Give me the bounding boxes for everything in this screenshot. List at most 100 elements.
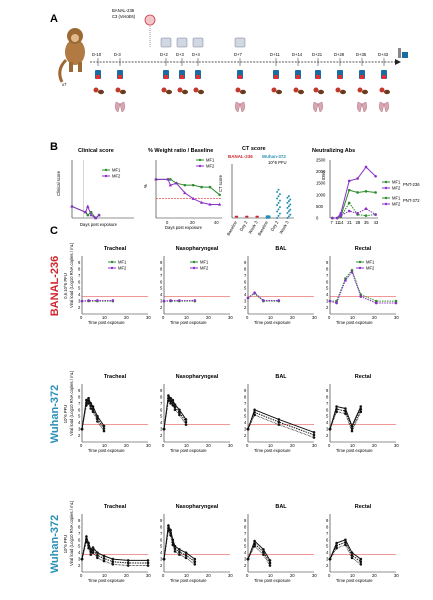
y-tick-label: 5 [78,414,81,419]
data-point [169,531,172,534]
data-point [171,398,175,402]
data-point [111,299,115,302]
panel-tracheal: Tracheal 0 10 20 30 23 45 67 89 Time post exposur… [78,504,151,583]
x-axis-label: Time post exposure [170,448,207,453]
legend-marker [384,180,388,184]
lung-icon [379,101,389,113]
ct-subtitle: Wuhan-372 [262,154,286,159]
x-tick-label: 30 [394,443,399,448]
data-point [169,299,172,302]
x-tick-label: 10 [350,573,355,578]
series-line [163,299,195,302]
ct-point [276,197,279,200]
legend-label: MF1 [112,168,121,173]
legend-marker [104,174,108,178]
y-tick-label: 3 [160,427,163,432]
panel-title: Nasopharyngeal [176,504,219,510]
ct-scanner-icon [160,37,172,48]
y-tick-label: 9 [78,388,81,393]
y-tick-label: 8 [326,524,329,529]
timeline-day-label: D+43 [378,52,389,57]
data-point [184,551,188,554]
series-line [81,299,113,302]
blood-sample-icon [118,75,122,79]
y-axis-label: Viral load (Log10 RNA copies / mL) [69,500,74,566]
data-point [350,427,354,430]
x-axis-label: Time post exposure [170,320,207,325]
data-point [174,181,179,185]
data-point [350,429,354,433]
data-point [96,299,99,302]
data-point [394,301,398,305]
y-tick-label: 9 [326,518,329,523]
y-tick-label: 7 [78,531,81,536]
ct-point [276,190,279,193]
x-tick-label: 10 [102,315,107,320]
y-tick-label: 9 [160,518,163,523]
ct-scanner-icon [234,37,246,48]
panel-title: Tracheal [104,374,127,380]
data-point [162,299,166,303]
data-point [111,557,115,561]
data-point [167,399,170,403]
data-point [262,553,265,556]
y-tick-label: 4 [78,550,81,555]
row-label-dose: 0,6.10^6 PFU [63,273,68,298]
x-tick-label: 30 [146,573,151,578]
ct-point [278,206,281,209]
y-tick-label: 5 [326,286,329,291]
y-tick-label: 6 [326,407,329,412]
y-tick-label: 6 [244,537,247,542]
data-point [217,202,222,206]
y-tick-label: 2 [326,305,329,310]
x-axis-label: Time post exposure [88,578,125,583]
x-tick-label: 10 [102,573,107,578]
data-point [335,301,338,305]
y-tick-label: 2 [160,433,163,438]
data-point [335,216,339,220]
data-point [253,411,256,414]
data-point [344,538,347,542]
series-line [247,540,271,561]
blood-sample-icon [296,75,300,79]
y-tick-label: 4 [326,550,329,555]
y-tick-label: 2500 [316,158,326,163]
x-tick-label: 0 [162,315,165,320]
data-point [146,564,150,567]
data-point [344,279,347,282]
data-point [178,413,181,417]
swab-icon [313,87,319,93]
x-tick-label: 30 [228,315,233,320]
ct-point [246,215,249,218]
data-point [173,547,177,551]
y-tick-label: 3 [244,427,247,432]
x-tick-label: 30 [146,443,151,448]
x-tick-label: 20 [124,315,129,320]
data-point [350,553,354,557]
x-tick-label: Day 2 [239,219,249,232]
timeline-day-label: D+14 [292,52,303,57]
x-tick-label: 10 [268,573,273,578]
y-tick-label: 3 [160,299,163,304]
data-point [168,183,173,187]
data-point [183,183,187,187]
y-tick-label: 3 [326,427,329,432]
y-tick-label: 2 [160,563,163,568]
data-point [335,546,338,550]
data-point [102,559,106,563]
chart-title: CT score [242,146,266,152]
timeline-day-label: D+7 [234,52,242,57]
legend-marker [110,266,114,270]
data-point [312,433,316,437]
data-point [374,299,378,303]
stool-icon [362,89,368,95]
x-axis-label: Time post exposure [88,320,125,325]
data-point [146,561,150,565]
swab-icon [357,87,363,93]
y-tick-label: 9 [244,388,247,393]
y-tick-label: 4 [160,550,163,555]
blood-sample-icon [96,75,100,79]
